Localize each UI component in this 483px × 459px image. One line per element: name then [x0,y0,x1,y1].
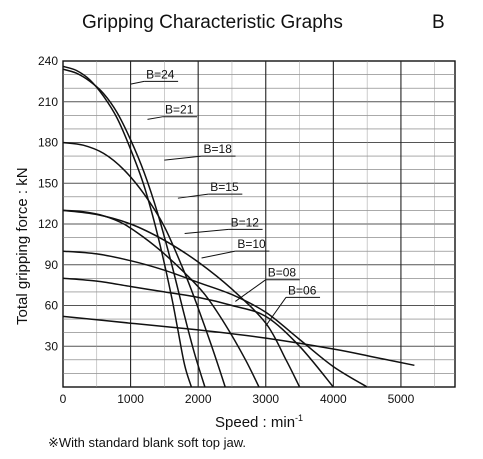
label-leader-line [130,80,145,85]
label-leader-line [201,250,236,259]
y-tick-label: 210 [38,95,58,109]
label-leader-line [164,155,202,161]
y-axis-label: Total gripping force : kN [14,167,31,325]
series-label: B=18 [204,142,233,156]
y-tick-label: 30 [45,339,59,353]
footnote: ※With standard blank soft top jaw. [48,435,246,450]
series-line-b-15 [62,209,260,388]
series-label: B=21 [165,103,194,117]
series-line-b-10 [62,250,368,388]
grid [62,60,456,388]
series-line-b-24 [62,65,193,388]
series-label: B=08 [268,266,297,280]
series-line-b-12 [62,209,301,388]
chart-title-suffix: B [432,12,445,33]
series-line-b-06 [62,315,415,367]
series-label: B=15 [210,180,239,194]
series-labels: B=24 B=21 B=18 B=15 B=12 B=10 B=08 B=06 [130,67,321,327]
series-line-b-08 [62,277,334,388]
x-tick-label: 5000 [388,392,415,406]
series-line-b-21 [62,68,206,388]
series-label: B=12 [231,215,260,229]
y-tick-label: 240 [38,54,58,68]
x-tick-label: 0 [60,392,67,406]
y-tick-label: 120 [38,217,58,231]
y-tick-label: 90 [45,258,59,272]
x-tick-label: 3000 [252,392,279,406]
series-line-b-18 [62,141,226,388]
y-tick-label: 180 [38,136,58,150]
series-label: B=10 [237,237,266,251]
y-tick-label: 60 [45,299,59,313]
chart-title: Gripping Characteristic Graphs [82,12,343,33]
label-leader-line [147,116,164,120]
label-leader-line [177,193,209,199]
y-tick-label: 150 [38,176,58,190]
label-leader-line [235,279,267,302]
x-tick-label: 1000 [117,392,144,406]
series-label: B=06 [288,283,317,297]
label-leader-line [184,228,229,235]
series-lines [62,65,415,388]
series-label: B=24 [146,67,175,81]
x-tick-label: 2000 [185,392,212,406]
x-axis-label-text: Speed : min [215,414,295,431]
x-tick-label: 4000 [320,392,347,406]
label-leader-line [265,297,287,327]
x-axis-label: Speed : min-1 [215,413,303,431]
x-axis-label-sup: -1 [295,413,303,423]
tick-labels: 30 60 90 120 150 180 210 240 0 1000 2000 3000 4000 50… [38,54,415,406]
